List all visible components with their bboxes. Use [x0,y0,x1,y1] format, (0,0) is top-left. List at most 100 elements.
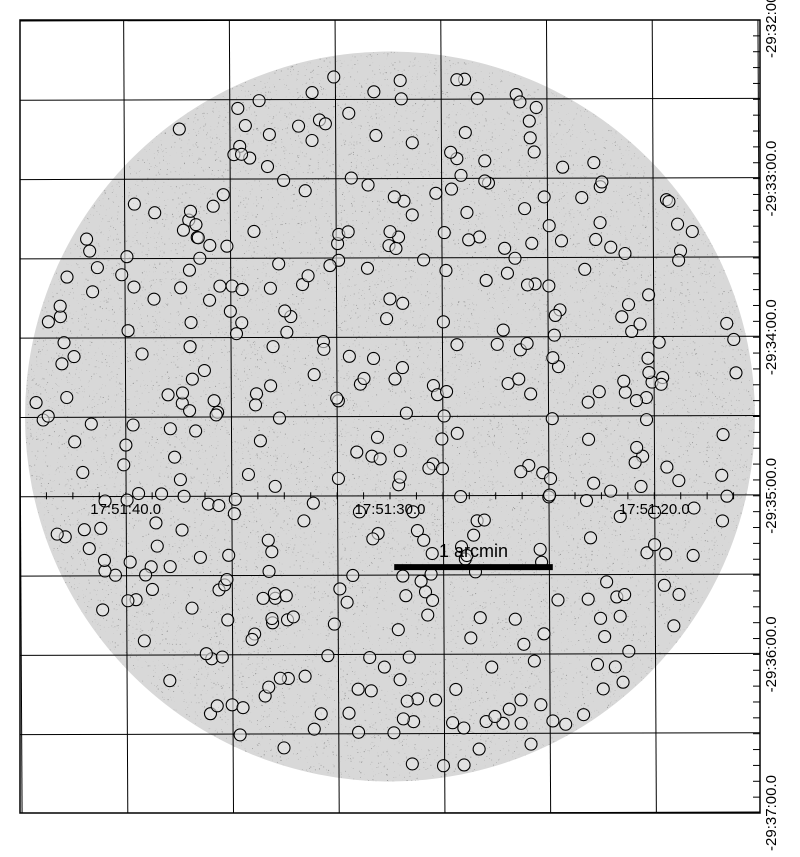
source-circle [371,431,383,443]
source-circle [642,352,654,364]
source-circle [84,245,96,257]
source-circle [716,515,728,527]
source-circle [543,280,555,292]
source-circle [721,490,733,502]
source-circle [184,341,196,353]
source-circle [544,489,556,501]
source-circle [422,609,434,621]
source-circle [307,497,319,509]
source-circle [236,284,248,296]
source-circle [174,474,186,486]
source-circle [263,565,275,577]
source-circle [538,628,550,640]
source-circle [204,239,216,251]
ra-tick-label: 17:51:40.0 [90,501,161,518]
source-circle [547,715,559,727]
source-circle [619,248,631,260]
source-circle [42,316,54,328]
source-circle [394,471,406,483]
source-circle [521,337,533,349]
source-circle [635,480,647,492]
source-circle [658,579,670,591]
source-circle [473,743,485,755]
source-circle [208,395,220,407]
source-circle [217,189,229,201]
source-circle [194,252,206,264]
source-circle [522,279,534,291]
source-circle [486,661,498,673]
source-circle [530,101,542,113]
source-circle [388,727,400,739]
source-circle [400,407,412,419]
source-circle [596,176,608,188]
source-circle [585,532,597,544]
source-circle [318,343,330,355]
source-circle [361,262,373,274]
source-circle [186,602,198,614]
source-circle [236,317,248,329]
source-circle [204,294,216,306]
source-circle [164,423,176,435]
source-circle [368,86,380,98]
source-circle [578,709,590,721]
source-circle [162,389,174,401]
source-circle [328,618,340,630]
source-circle [397,570,409,582]
source-circle [190,425,202,437]
source-circle [430,694,442,706]
source-circle [523,115,535,127]
source-circle [331,392,343,404]
source-circle [234,729,246,741]
source-circle [342,226,354,238]
source-circle [306,87,318,99]
source-circle [298,515,310,527]
source-circle [169,451,181,463]
source-circle [334,583,346,595]
source-circle [474,612,486,624]
source-circle [56,358,68,370]
source-circle [287,611,299,623]
source-circle [623,299,635,311]
source-circle [451,427,463,439]
source-circle [519,203,531,215]
source-circle [394,75,406,87]
source-circle [207,200,219,212]
source-circle [426,548,438,560]
dec-tick-label: -29:32:00.0 [763,0,780,58]
source-circle [248,225,260,237]
source-circle [418,534,430,546]
source-circle [672,218,684,230]
source-circle [177,224,189,236]
source-circle [601,576,613,588]
source-circle [403,651,415,663]
source-circle [353,726,365,738]
source-circle [406,137,418,149]
source-circle [660,548,672,560]
source-circle [232,102,244,114]
source-circle [423,462,435,474]
source-circle [58,337,70,349]
source-circle [450,683,462,695]
source-circle [268,588,280,600]
source-circle [459,127,471,139]
source-circle [479,155,491,167]
source-circle [388,191,400,203]
source-circle [198,365,210,377]
source-circle [328,71,340,83]
source-circle [374,453,386,465]
source-circle [545,473,557,485]
source-circle [358,372,370,384]
source-circle [308,369,320,381]
source-circle [281,326,293,338]
source-circle [390,242,402,254]
source-circle [194,551,206,563]
source-circle [184,205,196,217]
source-circle [546,413,558,425]
source-circle [595,612,607,624]
source-circle [389,373,401,385]
source-circle [528,655,540,667]
source-circle [229,493,241,505]
source-circle [68,351,80,363]
source-circle [343,707,355,719]
source-circle [582,396,594,408]
